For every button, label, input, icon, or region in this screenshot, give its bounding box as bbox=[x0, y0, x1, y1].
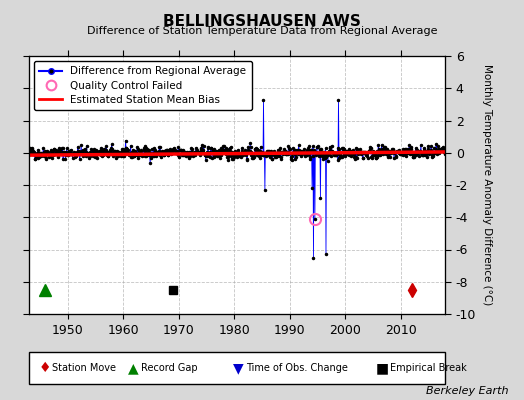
Text: Berkeley Earth: Berkeley Earth bbox=[426, 386, 508, 396]
Legend: Difference from Regional Average, Quality Control Failed, Estimated Station Mean: Difference from Regional Average, Qualit… bbox=[34, 61, 252, 110]
Text: Station Move: Station Move bbox=[52, 363, 116, 373]
Text: Time of Obs. Change: Time of Obs. Change bbox=[246, 363, 348, 373]
Text: BELLINGSHAUSEN AWS: BELLINGSHAUSEN AWS bbox=[163, 14, 361, 29]
Text: Record Gap: Record Gap bbox=[141, 363, 198, 373]
Text: ▼: ▼ bbox=[233, 361, 244, 375]
Text: ■: ■ bbox=[376, 361, 389, 375]
Text: Difference of Station Temperature Data from Regional Average: Difference of Station Temperature Data f… bbox=[87, 26, 437, 36]
Text: ▲: ▲ bbox=[128, 361, 139, 375]
Text: Empirical Break: Empirical Break bbox=[390, 363, 467, 373]
Y-axis label: Monthly Temperature Anomaly Difference (°C): Monthly Temperature Anomaly Difference (… bbox=[482, 64, 492, 306]
Text: ♦: ♦ bbox=[38, 361, 51, 375]
